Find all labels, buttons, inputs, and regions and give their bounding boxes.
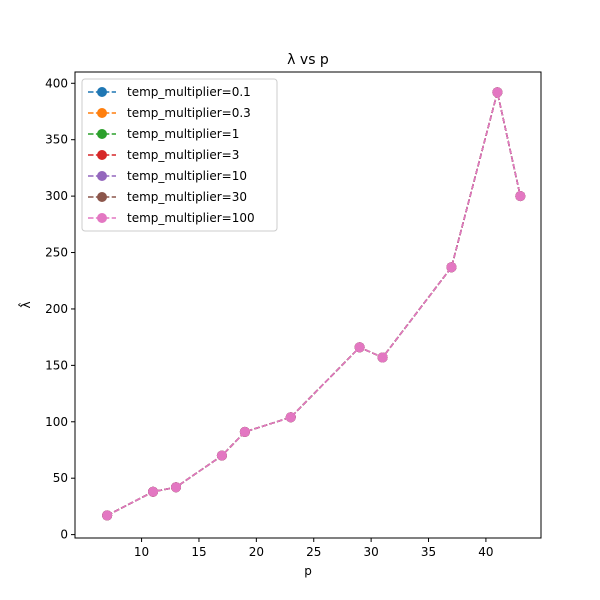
y-tick-label: 350 (45, 133, 68, 147)
y-axis: 0 50 100 150 200 250 300 350 400 (45, 76, 75, 542)
y-tick-label: 100 (45, 415, 68, 429)
data-point (102, 510, 113, 521)
legend-entry: temp_multiplier=10 (88, 169, 247, 183)
legend-entry: temp_multiplier=100 (88, 211, 255, 225)
series-temp_multiplier=100 (102, 87, 526, 521)
legend-marker (97, 129, 107, 139)
x-tick-label: 25 (306, 545, 321, 559)
legend-marker (97, 171, 107, 181)
legend: temp_multiplier=0.1 temp_multiplier=0.3te… (81, 78, 278, 232)
plot-area (102, 87, 526, 521)
data-point (239, 426, 250, 437)
legend-marker (97, 213, 107, 223)
data-point (285, 412, 296, 423)
legend-entry: temp_multiplier=1 (88, 127, 239, 141)
series-line (106, 92, 522, 517)
legend-label: temp_multiplier=1 (127, 127, 239, 141)
x-tick-label: 20 (249, 545, 264, 559)
legend-label: temp_multiplier=0.3 (127, 106, 251, 120)
y-tick-label: 0 (60, 528, 68, 542)
data-point (216, 450, 227, 461)
legend-label: temp_multiplier=10 (127, 169, 247, 183)
x-tick-label: 35 (421, 545, 436, 559)
legend-box (81, 78, 278, 232)
legend-label: temp_multiplier=100 (127, 211, 255, 225)
x-tick-label: 30 (363, 545, 378, 559)
y-tick-label: 300 (45, 189, 68, 203)
x-tick-label: 10 (134, 545, 149, 559)
x-axis-title: p (304, 564, 312, 578)
legend-entry: temp_multiplier=30 (88, 190, 247, 204)
y-axis-title: λ̂ (17, 301, 33, 308)
y-tick-label: 250 (45, 246, 68, 260)
legend-marker (97, 87, 107, 97)
legend-entry: temp_multiplier=0.3 (88, 106, 251, 120)
legend-marker (97, 108, 107, 118)
data-point (515, 191, 526, 202)
legend-label: temp_multiplier=3 (127, 148, 239, 162)
x-axis: 10 15 20 25 30 35 40 (134, 538, 494, 559)
data-point (171, 482, 182, 493)
y-tick-label: 50 (53, 471, 68, 485)
y-tick-label: 400 (45, 76, 68, 90)
axes-frame (74, 71, 542, 539)
legend-label: temp_multiplier=0.1 (127, 85, 251, 99)
legend-marker (97, 192, 107, 202)
legend-entry: temp_multiplier=0.1 (88, 85, 251, 99)
data-point (446, 262, 457, 273)
chart-title: λ vs p (287, 52, 329, 68)
legend-marker (97, 150, 107, 160)
data-point (492, 87, 503, 98)
y-tick-label: 150 (45, 358, 68, 372)
legend-label: temp_multiplier=30 (127, 190, 247, 204)
data-point (148, 486, 159, 497)
x-tick-label: 15 (191, 545, 206, 559)
x-tick-label: 40 (478, 545, 493, 559)
data-point (377, 352, 388, 363)
y-tick-label: 200 (45, 302, 68, 316)
legend-entry: temp_multiplier=3 (88, 148, 239, 162)
data-point (354, 342, 365, 353)
